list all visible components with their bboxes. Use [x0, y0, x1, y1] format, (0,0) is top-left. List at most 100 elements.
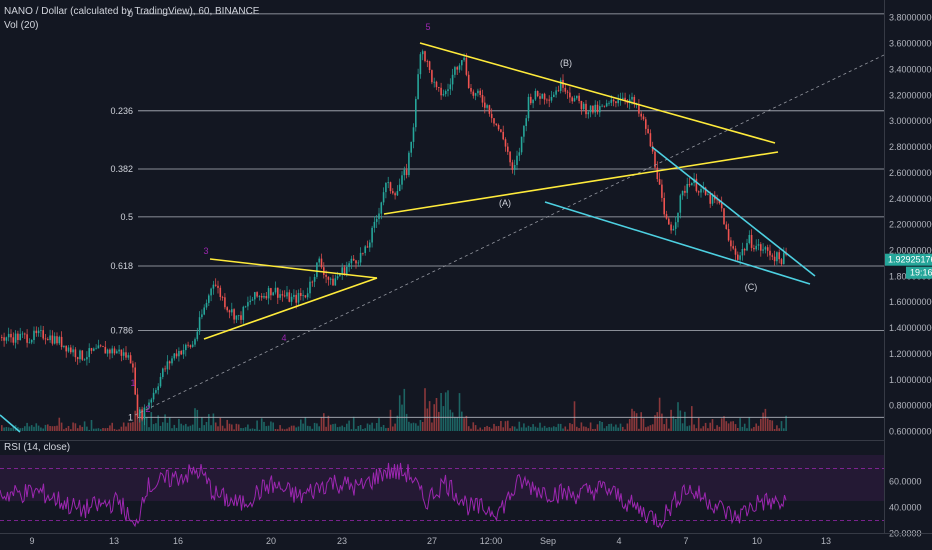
- time-tick-label: 10: [752, 536, 762, 546]
- price-tick-label: 3.40000000: [889, 65, 932, 75]
- volume-bar: [256, 420, 258, 431]
- volume-bar: [695, 428, 698, 431]
- volume-bar: [741, 426, 744, 431]
- price-tick-label: 2.00000000: [889, 246, 932, 256]
- candle-body: [122, 352, 125, 356]
- candle-body: [203, 307, 205, 315]
- candle-body: [451, 74, 454, 85]
- candle-body: [375, 218, 378, 222]
- volume-bar: [465, 415, 468, 431]
- fib-label: 0.786: [110, 326, 133, 336]
- volume-bar: [665, 418, 668, 431]
- volume-bar: [681, 423, 684, 431]
- countdown-marker: [906, 266, 932, 279]
- volume-bar: [249, 428, 251, 431]
- price-tick-label: 2.40000000: [889, 194, 932, 204]
- abc-lower-line: [383, 151, 779, 215]
- volume-bar: [7, 427, 10, 431]
- volume-bar: [672, 416, 675, 431]
- volume-bar: [79, 425, 81, 431]
- time-tick-label: 4: [616, 536, 621, 546]
- volume-bar: [624, 429, 626, 431]
- wave-label: 2: [145, 404, 150, 414]
- volume-bar: [486, 425, 488, 431]
- candle-body: [233, 309, 235, 320]
- volume-bar: [302, 423, 304, 431]
- time-tick-label: 13: [109, 536, 119, 546]
- candle-body: [217, 285, 219, 288]
- candle-body: [3, 337, 5, 341]
- volume-bar: [493, 423, 495, 431]
- volume-bar: [472, 422, 475, 431]
- volume-bar: [53, 426, 56, 431]
- volume-bar: [458, 393, 461, 431]
- volume-bar: [348, 420, 350, 431]
- volume-bar: [776, 425, 778, 431]
- candle-body: [578, 95, 580, 101]
- candle-body: [477, 90, 479, 94]
- volume-bar: [329, 424, 332, 431]
- candle-body: [592, 105, 594, 113]
- volume-bar: [265, 426, 268, 431]
- candle-body: [88, 348, 90, 358]
- candle-body: [672, 228, 675, 231]
- volume-bar: [387, 427, 389, 431]
- candle-body: [256, 292, 258, 297]
- candle-body: [622, 97, 624, 99]
- candle-body: [171, 358, 173, 364]
- price-tick-label: 1.00000000: [889, 375, 932, 385]
- candle-body: [605, 103, 608, 107]
- candle-body: [189, 345, 192, 347]
- volume-bar: [334, 423, 337, 431]
- price-tick-label: 0.80000000: [889, 401, 932, 411]
- candle-body: [392, 191, 394, 194]
- volume-bar: [668, 428, 670, 431]
- volume-bar: [709, 422, 711, 431]
- candle-body: [707, 194, 709, 196]
- fib-levels: 0 0.236 0.382 0.5 0.618 0.786 1: [110, 9, 884, 422]
- volume-bar: [134, 410, 136, 431]
- candle-body: [260, 296, 263, 298]
- candle-body: [569, 92, 571, 98]
- candle-body: [228, 310, 231, 313]
- volume-bar: [180, 423, 182, 431]
- candle-body: [14, 333, 17, 343]
- candle-body: [136, 394, 139, 417]
- volume-bar: [688, 425, 691, 431]
- volume-bar: [106, 428, 109, 431]
- volume-bar: [88, 429, 90, 431]
- dashed-trendline: [134, 54, 885, 416]
- abc-upper-line: [419, 42, 776, 144]
- candle-body: [739, 255, 741, 260]
- volume-bar: [440, 393, 442, 431]
- candle-body: [187, 344, 189, 346]
- volume-bar: [424, 388, 426, 431]
- candle-body: [734, 248, 737, 255]
- volume-bar: [507, 420, 509, 431]
- volume-bar: [566, 429, 569, 431]
- volume-bar: [557, 423, 560, 431]
- volume-bar: [325, 426, 327, 431]
- volume-bar: [615, 424, 617, 431]
- volume-bar: [778, 428, 780, 431]
- candle-body: [599, 106, 601, 113]
- volume-bar: [332, 424, 334, 431]
- candle-body: [640, 113, 642, 117]
- volume-bar: [162, 422, 164, 431]
- candle-body: [520, 136, 523, 153]
- volume-bar: [313, 422, 316, 431]
- candle-body: [93, 348, 95, 351]
- volume-bar: [72, 422, 74, 431]
- volume-bar: [743, 423, 746, 431]
- volume-bar: [318, 426, 320, 431]
- candle-body: [773, 256, 776, 262]
- volume-bar: [748, 417, 751, 431]
- volume-bar: [141, 418, 143, 431]
- candle-body: [214, 284, 217, 286]
- volume-bar: [320, 417, 323, 431]
- candle-body: [518, 152, 521, 156]
- candle-body: [226, 307, 228, 311]
- candle-body: [548, 99, 550, 101]
- volume-bar: [582, 426, 585, 431]
